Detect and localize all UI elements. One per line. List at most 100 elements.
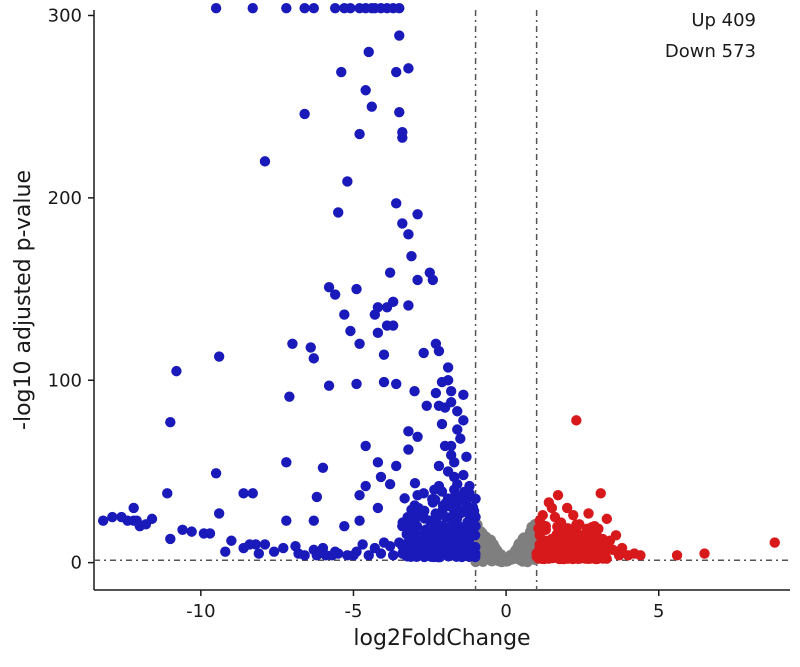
down-point (452, 406, 463, 417)
down-point (439, 402, 451, 413)
down-point (336, 66, 347, 78)
up-point (546, 502, 558, 514)
down-point (281, 515, 292, 526)
down-point (462, 516, 473, 528)
down-point (360, 85, 371, 96)
down-point (412, 431, 423, 442)
down-point (177, 524, 188, 536)
down-point (410, 545, 422, 556)
ns-point (499, 553, 511, 565)
down-point (391, 198, 402, 209)
up-point (601, 553, 612, 564)
up-point (601, 513, 613, 525)
x-tick-label: 5 (653, 601, 664, 622)
down-point (299, 2, 310, 14)
down-point (323, 282, 335, 293)
down-point (128, 515, 139, 526)
up-point (552, 489, 564, 501)
down-point (468, 508, 480, 519)
down-point (323, 380, 335, 391)
up-point (583, 508, 594, 519)
points-up (531, 415, 780, 565)
down-point (366, 101, 377, 112)
down-point (293, 548, 304, 559)
down-point (345, 2, 356, 14)
down-point (409, 385, 420, 397)
down-point (412, 532, 423, 543)
points-down (97, 2, 481, 563)
down-point (281, 2, 292, 14)
down-point (397, 517, 408, 528)
up-point (574, 551, 586, 562)
up-point (769, 537, 780, 548)
down-point (412, 209, 423, 220)
up-point (558, 553, 570, 565)
down-point (430, 387, 442, 399)
y-tick-label: 300 (48, 5, 82, 26)
down-point (433, 460, 445, 472)
down-point (97, 515, 109, 526)
down-point (381, 302, 393, 313)
down-point (439, 440, 451, 452)
down-point (354, 338, 365, 349)
up-point (623, 550, 634, 561)
down-point (308, 515, 319, 526)
down-point (372, 502, 384, 514)
down-point (317, 462, 329, 473)
down-point (429, 494, 441, 505)
down-point (278, 542, 289, 554)
up-point (544, 544, 555, 555)
down-point (443, 531, 454, 542)
down-point (397, 540, 408, 552)
down-point (403, 300, 414, 311)
down-point (391, 378, 402, 390)
down-point (351, 546, 362, 557)
down-point (391, 460, 402, 472)
up-point (578, 541, 589, 552)
down-point (420, 524, 432, 535)
down-point (429, 520, 441, 532)
down-point (441, 547, 453, 558)
down-point (442, 375, 454, 386)
down-point (429, 484, 440, 495)
down-point (210, 468, 222, 479)
down-point (186, 526, 197, 537)
down-point (329, 2, 341, 14)
down-point (375, 471, 387, 483)
up-point (534, 545, 546, 556)
down-point (259, 539, 271, 550)
down-point (363, 46, 374, 58)
up-point (571, 519, 582, 530)
up-point (635, 550, 646, 561)
down-point (401, 550, 412, 561)
down-point (384, 267, 396, 278)
x-tick-label: -5 (344, 601, 362, 622)
down-point (403, 444, 414, 455)
down-point (247, 2, 258, 14)
up-point (563, 543, 575, 554)
x-tick-label: 0 (500, 601, 511, 622)
down-point (455, 433, 466, 444)
down-point (451, 503, 463, 515)
down-point (351, 283, 362, 295)
y-axis-title: -log10 adjusted p-value (11, 170, 36, 430)
ns-point (519, 533, 531, 545)
up-point (561, 502, 573, 514)
down-point (458, 486, 470, 498)
down-point (458, 469, 469, 481)
down-point (461, 451, 472, 463)
y-tick-label: 0 (71, 553, 82, 574)
down-point (425, 537, 436, 548)
down-point (360, 440, 371, 452)
down-point (463, 542, 475, 553)
down-point (354, 489, 365, 501)
up-point (699, 548, 710, 559)
y-ticks: 0 100 200 300 (48, 5, 94, 574)
down-point (411, 521, 423, 532)
down-point (412, 489, 423, 501)
down-point (451, 551, 462, 562)
up-point (584, 552, 596, 564)
down-point (238, 488, 249, 499)
down-point (403, 426, 414, 437)
down-point (419, 513, 430, 524)
